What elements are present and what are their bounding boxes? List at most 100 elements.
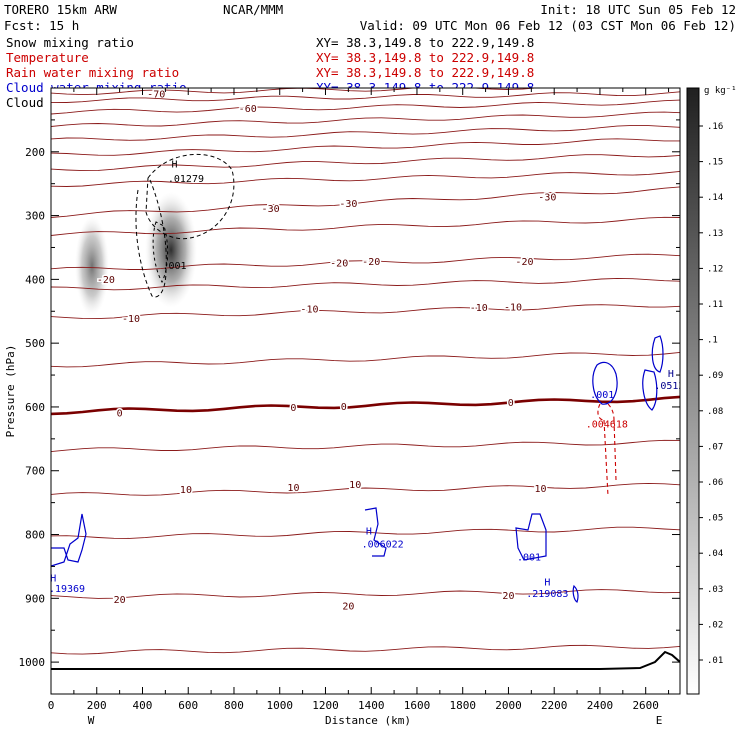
cloud-ice-contour-inner xyxy=(135,179,167,298)
y-tick-label: 900 xyxy=(25,592,45,605)
isotherm-label: 20 xyxy=(114,595,126,606)
isotherm-label: -20 xyxy=(362,257,380,268)
isotherm-label: -10 xyxy=(504,302,522,313)
field-name: Rain water mixing ratio xyxy=(6,65,179,80)
colorbar-tick-label: .06 xyxy=(707,478,723,488)
contour-annotation: H xyxy=(171,160,177,171)
plot-area: -70-60-30 -30-30-20-20 -20 -20-10-10 -10 -100… xyxy=(49,88,696,670)
y-tick-label: 1000 xyxy=(19,656,46,669)
isotherm-label: -20 xyxy=(330,258,348,269)
isotherm-line xyxy=(51,99,680,115)
y-tick-label: 300 xyxy=(25,210,45,223)
x-tick-label: 1600 xyxy=(404,699,431,712)
colorbar-tick-label: .02 xyxy=(707,620,723,630)
valid-time: Valid: 09 UTC Mon 06 Feb 12 (03 CST Mon … xyxy=(360,18,736,33)
plot-frame xyxy=(50,87,681,695)
isotherm-line xyxy=(51,154,680,172)
org-label: NCAR/MMM xyxy=(223,2,283,17)
isotherm-label: -10 xyxy=(122,314,140,325)
x-tick-label: 2600 xyxy=(632,699,659,712)
isotherm-label: -30 xyxy=(538,193,556,204)
isotherm-line xyxy=(51,644,680,655)
snow-shading-core xyxy=(145,192,197,308)
isotherm-label: 0 xyxy=(508,398,514,409)
isotherm-label: 20 xyxy=(502,591,514,602)
colorbar: g kg⁻¹ .01 .02 .03 .04 .05 .06 .07 .08 .09 .1 .11.… xyxy=(686,86,737,695)
cloud-water-contour-mid xyxy=(364,507,387,557)
contour-annotation: .001 xyxy=(162,261,186,272)
isotherm-label: 10 xyxy=(287,483,299,494)
isotherm-label: -20 xyxy=(97,275,115,286)
x-axis-label: Distance (km) xyxy=(325,714,411,727)
x-tick-label: 1400 xyxy=(358,699,385,712)
x-tick-label: 0 xyxy=(48,699,55,712)
cloud-water-contour-far-east xyxy=(651,335,664,373)
isotherm-line xyxy=(51,124,680,141)
y-axis-label: Pressure (hPa) xyxy=(4,345,17,438)
init-time: Init: 18 UTC Sun 05 Feb 12 xyxy=(540,2,736,17)
colorbar-tick-label: .12 xyxy=(707,264,723,274)
isotherm-label: -30 xyxy=(262,204,280,215)
isotherm-label: -10 xyxy=(470,303,488,314)
isotherm-line xyxy=(51,351,680,368)
contour-annotation: .051363 xyxy=(654,381,696,392)
cloud-ice-contour-core xyxy=(152,221,169,284)
contour-annotation: H xyxy=(50,574,56,585)
temperature-isotherms: -70-60-30 -30-30-20-20 -20 -20-10-10 -10 -100… xyxy=(51,88,680,655)
isotherm-line xyxy=(51,186,680,218)
y-tick-label: 700 xyxy=(25,465,45,478)
x-tick-label: 200 xyxy=(87,699,107,712)
terrain-line xyxy=(51,650,680,670)
x-tick-label: 400 xyxy=(133,699,153,712)
contour-annotation: .219083 xyxy=(526,589,568,600)
contour-annotation: .006022 xyxy=(362,539,404,550)
contour-annotation: H xyxy=(366,527,372,538)
colorbar-tick-label: .08 xyxy=(707,407,723,417)
rain-water-contour xyxy=(597,403,617,497)
isotherm-label: -60 xyxy=(239,104,257,115)
y-tick-label: 800 xyxy=(25,529,45,542)
plot-background xyxy=(51,88,680,694)
cloud-water-contour-east-2 xyxy=(642,369,658,411)
x-tick-label: 1200 xyxy=(312,699,339,712)
isotherm-line xyxy=(51,395,680,416)
model-title: TORERO 15km ARW xyxy=(4,2,117,17)
cloud-water-contour-east xyxy=(592,361,618,405)
y-tick-label: 500 xyxy=(25,337,45,350)
field-xy: XY= 38.3,149.8 to 222.9,149.8 xyxy=(316,65,534,80)
colorbar-tick-label: .03 xyxy=(707,585,723,595)
contour-annotation: .001 xyxy=(590,390,614,401)
x-tick-label: 600 xyxy=(178,699,198,712)
colorbar-tick-label: .15 xyxy=(707,158,723,168)
contour-annotation: .19369 xyxy=(49,584,85,595)
x-tick-label: 800 xyxy=(224,699,244,712)
colorbar-tick-label: .09 xyxy=(707,371,723,381)
y-tick-label: 400 xyxy=(25,273,45,286)
isotherm-label: -10 xyxy=(300,304,318,315)
cloud-water-contour-east-small xyxy=(572,584,579,603)
isotherm-label: -30 xyxy=(339,199,357,210)
field-name: Temperature xyxy=(6,50,89,65)
isotherm-line xyxy=(51,253,680,270)
x-tick-label: 2200 xyxy=(541,699,568,712)
isotherm-label: 10 xyxy=(534,484,546,495)
field-name: Snow mixing ratio xyxy=(6,35,134,50)
x-tick-label: 1000 xyxy=(266,699,293,712)
isotherm-label: 0 xyxy=(341,402,347,413)
contour-annotation: H xyxy=(544,578,550,589)
header: TORERO 15km ARW NCAR/MMM Init: 18 UTC Su… xyxy=(4,2,736,33)
isotherm-line xyxy=(51,111,680,127)
contour-annotation: H xyxy=(668,369,674,380)
colorbar-tick-label: .07 xyxy=(707,442,723,452)
contour-annotation: .001 xyxy=(517,553,541,564)
isotherm-label: 20 xyxy=(342,602,354,613)
colorbar-units: g kg⁻¹ xyxy=(704,86,737,96)
colorbar-ramp xyxy=(686,87,700,695)
contour-annotation: .01279 xyxy=(168,174,204,185)
field-xy: XY= 38.3,149.8 to 222.9,149.8 xyxy=(316,35,534,50)
isotherm-label: 10 xyxy=(349,480,361,491)
snow-shading-west xyxy=(75,216,109,316)
isotherm-line xyxy=(51,439,680,453)
isotherm-label: -20 xyxy=(515,257,533,268)
x-tick-label: 2000 xyxy=(495,699,522,712)
